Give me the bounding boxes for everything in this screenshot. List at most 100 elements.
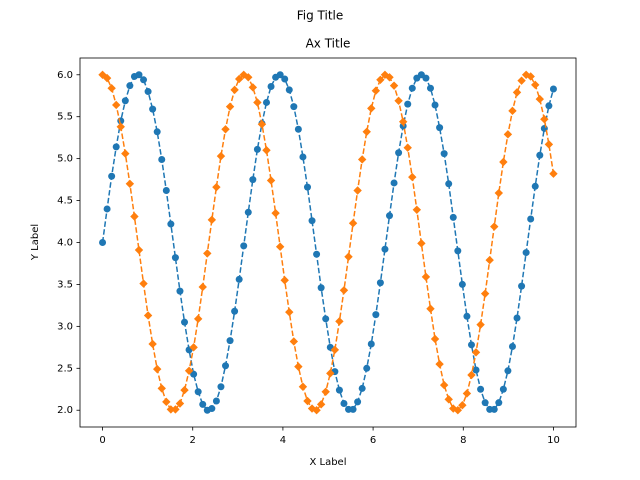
data-point [262,98,270,106]
data-point [235,275,243,283]
data-point [417,239,426,248]
x-tick-label: 4 [280,435,286,446]
data-point [175,399,185,408]
data-point [275,242,285,251]
data-point [458,280,466,288]
data-point [158,155,166,163]
data-point [372,311,380,319]
data-point [403,143,412,152]
data-point [257,120,267,129]
data-point [340,400,348,408]
data-point [445,180,453,188]
x-tick-label: 8 [460,435,466,446]
data-point [203,249,212,258]
axes-title: Ax Title [306,37,351,51]
y-axis-label: Y Label [30,224,41,261]
data-point [521,70,531,79]
data-point [367,340,375,348]
data-point [495,399,503,407]
data-point [134,245,144,255]
data-point [404,100,412,108]
x-tick-label: 0 [99,435,105,446]
data-point [531,80,540,90]
y-tick-label: 2.5 [57,363,73,374]
data-point [294,125,302,133]
data-point [463,312,471,320]
data-point [531,182,539,190]
data-point [454,247,462,255]
data-point [458,400,467,410]
data-point [281,75,289,83]
data-point [349,405,357,413]
data-point [517,76,526,85]
data-point [408,84,416,92]
data-point [376,75,385,85]
data-point [153,128,161,136]
data-point [162,187,170,195]
data-point [490,405,498,413]
data-point [412,205,422,214]
data-point [436,124,444,132]
data-point [294,362,303,371]
data-point [421,272,431,282]
data-point [389,81,399,90]
data-point [335,386,343,394]
data-point [339,286,349,295]
data-point [217,383,225,391]
data-point [148,339,157,349]
data-point [476,320,485,329]
data-point [280,276,289,285]
data-point [108,172,116,180]
data-point [467,341,475,349]
data-point [157,384,166,393]
data-point [518,282,526,290]
data-point [499,157,508,167]
data-point [544,140,554,149]
data-point [194,388,202,396]
data-point [526,72,535,81]
data-point [267,83,275,91]
data-point [357,155,367,164]
data-point [316,400,326,409]
data-point [440,150,448,158]
data-point [481,399,489,407]
data-point [230,85,239,95]
data-point [112,100,121,110]
data-point [216,151,226,161]
y-tick-label: 6.0 [57,70,73,81]
data-point [362,127,371,136]
data-point [348,219,358,228]
data-point [535,94,544,104]
data-point [221,125,230,134]
data-point [107,83,116,93]
data-point [303,396,312,406]
data-point [103,205,111,213]
data-point [143,311,153,320]
data-point [166,405,176,414]
data-point [477,385,485,393]
data-point [285,86,293,94]
data-point [536,151,544,159]
data-point [290,103,298,111]
data-point [180,385,189,395]
data-point [453,406,463,415]
data-point [152,364,162,374]
data-point [112,143,120,151]
data-point [308,217,316,225]
data-point [513,314,521,322]
data-point [512,88,522,97]
data-point [422,74,430,82]
data-point [326,369,335,378]
data-point [121,97,129,105]
y-tick-label: 3.5 [57,279,73,290]
data-point [139,279,148,288]
x-tick-label: 2 [190,435,196,446]
data-point [467,370,476,380]
data-point [381,245,389,253]
data-point [176,287,184,295]
data-point [262,146,271,155]
data-point [426,304,435,313]
data-point [140,76,148,84]
y-tick-label: 3.0 [57,321,73,332]
